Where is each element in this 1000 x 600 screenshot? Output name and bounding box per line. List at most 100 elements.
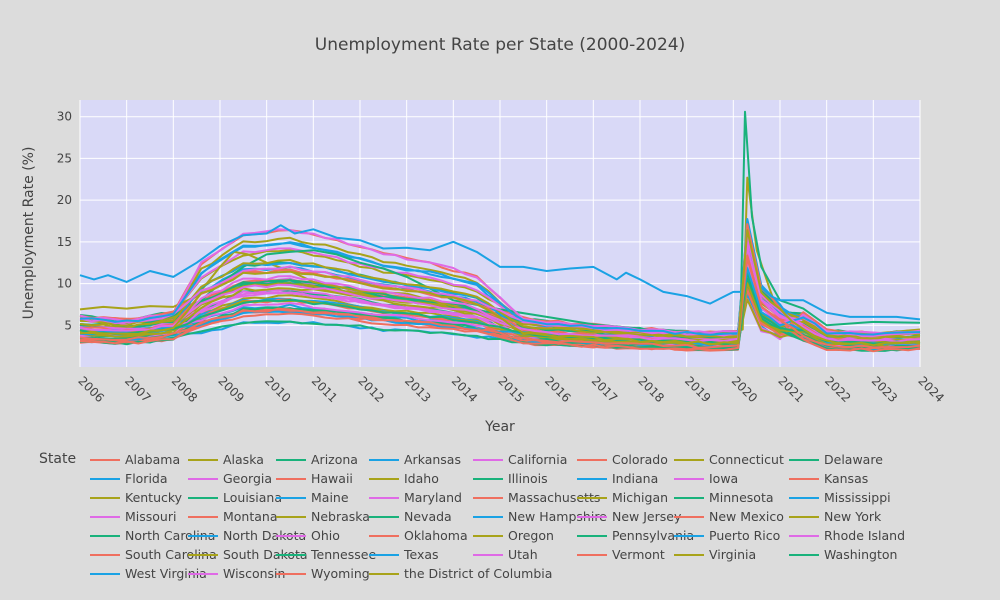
legend-label: Oregon [508,528,554,543]
legend-label: Nebraska [311,509,370,524]
legend-label: Wyoming [311,566,370,581]
series-line [79,241,921,336]
legend-label: Colorado [612,452,668,467]
legend[interactable]: Alabama Alaska Arizona Arkansas California Co… [90,452,905,581]
legend-item[interactable]: Wyoming [276,566,370,581]
legend-item[interactable]: New York [789,509,882,524]
legend-item[interactable]: Virginia [674,547,756,562]
legend-item[interactable]: Louisiana [188,490,282,505]
legend-item[interactable]: Minnesota [674,490,774,505]
legend-label: South Carolina [125,547,217,562]
legend-label: New Jersey [612,509,682,524]
legend-item[interactable]: Montana [188,509,278,524]
legend-label: South Dakota [223,547,308,562]
legend-item[interactable]: Puerto Rico [674,528,780,543]
legend-item[interactable]: Nebraska [276,509,370,524]
legend-item[interactable]: Alabama [90,452,180,467]
legend-label: Kentucky [125,490,183,505]
series-line [79,254,921,349]
series-line [79,224,921,321]
legend-item[interactable]: Ohio [276,528,340,543]
legend-item[interactable]: New Mexico [674,509,784,524]
legend-label: Puerto Rico [709,528,780,543]
series-line [79,260,921,338]
legend-label: Vermont [612,547,665,562]
chart-title: Unemployment Rate per State (2000-2024) [315,35,685,55]
legend-item[interactable]: Kentucky [90,490,183,505]
y-tick-label: 20 [57,193,72,207]
legend-label: Massachusetts [508,490,600,505]
legend-item[interactable]: North Carolina [90,528,215,543]
legend-label: Arkansas [404,452,461,467]
legend-item[interactable]: Texas [369,547,439,562]
legend-item[interactable]: Idaho [369,471,439,486]
series-line [79,229,921,347]
legend-item[interactable]: Maryland [369,490,462,505]
legend-label: Kansas [824,471,868,486]
legend-item[interactable]: Colorado [577,452,668,467]
legend-item[interactable]: Georgia [188,471,272,486]
legend-item[interactable]: Illinois [473,471,548,486]
legend-item[interactable]: Tennessee [276,547,376,562]
legend-label: Michigan [612,490,668,505]
legend-item[interactable]: Michigan [577,490,668,505]
legend-item[interactable]: Alaska [188,452,264,467]
series-line [79,110,921,335]
legend-label: New Mexico [709,509,784,524]
legend-item[interactable]: Connecticut [674,452,784,467]
legend-item[interactable]: South Dakota [188,547,308,562]
legend-label: New York [824,509,882,524]
legend-title: State [39,451,76,467]
legend-item[interactable]: Delaware [789,452,883,467]
legend-label: North Dakota [223,528,306,543]
legend-item[interactable]: New Hampshire [473,509,607,524]
legend-label: the District of Columbia [404,566,552,581]
legend-item[interactable]: Oklahoma [369,528,468,543]
legend-item[interactable]: West Virginia [90,566,207,581]
legend-item[interactable]: Oregon [473,528,554,543]
legend-item[interactable]: Massachusetts [473,490,600,505]
legend-label: Wisconsin [223,566,285,581]
legend-item[interactable]: Nevada [369,509,452,524]
legend-label: Idaho [404,471,439,486]
legend-item[interactable]: Washington [789,547,897,562]
legend-item[interactable]: Arkansas [369,452,461,467]
y-tick-label: 25 [57,151,72,165]
legend-item[interactable]: California [473,452,567,467]
legend-label: Texas [403,547,439,562]
legend-item[interactable]: Vermont [577,547,665,562]
legend-label: California [508,452,567,467]
legend-label: Rhode Island [824,528,905,543]
legend-item[interactable]: Iowa [674,471,738,486]
legend-item[interactable]: New Jersey [577,509,682,524]
legend-label: North Carolina [125,528,215,543]
legend-item[interactable]: Indiana [577,471,658,486]
series-line [79,246,921,343]
legend-item[interactable]: Hawaii [276,471,353,486]
legend-item[interactable]: Pennsylvania [577,528,694,543]
legend-label: Alaska [223,452,264,467]
legend-item[interactable]: Mississippi [789,490,891,505]
legend-item[interactable]: Wisconsin [188,566,285,581]
legend-label: Tennessee [310,547,376,562]
y-tick-label: 5 [64,318,72,332]
legend-label: Mississippi [824,490,891,505]
legend-item[interactable]: Missouri [90,509,176,524]
legend-item[interactable]: the District of Columbia [369,566,552,581]
legend-item[interactable]: Kansas [789,471,868,486]
legend-label: Pennsylvania [612,528,694,543]
legend-item[interactable]: Maine [276,490,349,505]
legend-label: New Hampshire [508,509,607,524]
legend-label: Delaware [824,452,883,467]
legend-item[interactable]: Rhode Island [789,528,905,543]
legend-item[interactable]: South Carolina [90,547,217,562]
legend-item[interactable]: North Dakota [188,528,306,543]
legend-label: Connecticut [709,452,784,467]
legend-item[interactable]: Arizona [276,452,358,467]
legend-label: Minnesota [709,490,774,505]
legend-item[interactable]: Florida [90,471,168,486]
legend-item[interactable]: Utah [473,547,538,562]
legend-label: Maine [311,490,349,505]
